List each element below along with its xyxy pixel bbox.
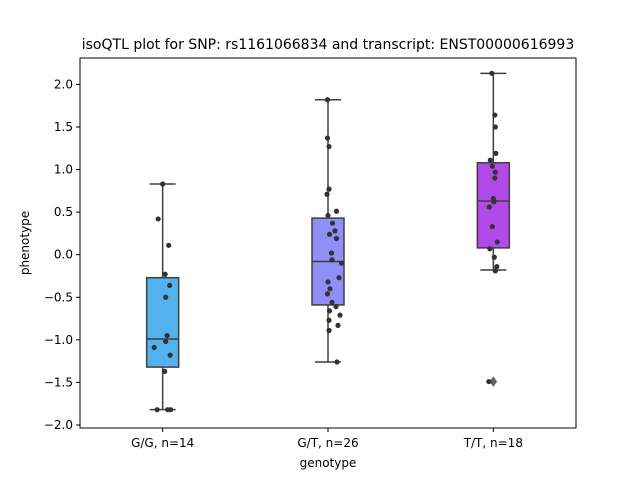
- data-point: [328, 250, 335, 256]
- data-point: [489, 224, 495, 230]
- data-point: [324, 135, 331, 141]
- data-point: [333, 304, 339, 310]
- data-point: [326, 231, 333, 237]
- data-point: [326, 327, 332, 334]
- y-tick-label: −0.5: [44, 290, 73, 304]
- data-point: [326, 317, 332, 323]
- plot-area: [145, 70, 511, 413]
- data-point: [155, 216, 161, 222]
- data-point: [329, 257, 335, 263]
- data-point: [154, 407, 160, 413]
- data-point: [335, 322, 341, 328]
- data-point: [338, 260, 345, 266]
- data-point: [494, 264, 500, 270]
- iqr-box: [476, 161, 511, 249]
- data-point: [333, 208, 340, 214]
- data-point: [487, 157, 493, 163]
- data-point: [489, 163, 495, 169]
- data-point: [491, 199, 497, 205]
- data-point: [333, 235, 340, 242]
- iqr-box: [145, 276, 180, 368]
- y-tick-label: 1.0: [54, 163, 73, 177]
- data-point: [166, 242, 172, 248]
- y-tick-label: 0.5: [54, 205, 73, 219]
- data-point: [337, 312, 343, 318]
- box-group: [476, 72, 511, 388]
- data-point: [332, 228, 338, 234]
- box-group: [145, 183, 180, 411]
- data-point: [325, 212, 331, 219]
- data-point: [324, 191, 330, 197]
- data-point: [492, 169, 498, 175]
- data-point: [494, 239, 500, 245]
- data-point: [163, 338, 169, 345]
- y-tick-label: −2.0: [44, 418, 73, 432]
- data-point: [167, 352, 173, 358]
- data-point: [326, 143, 332, 150]
- data-point: [324, 291, 331, 297]
- y-tick-label: −1.0: [44, 333, 73, 347]
- x-tick-label: G/T, n=26: [297, 436, 358, 450]
- chart-title: isoQTL plot for SNP: rs1161066834 and tr…: [82, 37, 575, 53]
- data-point: [334, 359, 340, 365]
- data-point: [327, 286, 333, 292]
- data-point: [487, 246, 493, 252]
- data-point: [167, 282, 173, 288]
- data-point: [324, 97, 331, 103]
- axes: −2.0 −1.5 −1.0 −0.5 0.0 0.5 1.0 1.5 2.0 G/G, n=14…: [44, 77, 523, 450]
- data-point: [489, 70, 495, 76]
- data-point: [164, 332, 170, 339]
- data-point: [162, 368, 168, 374]
- data-point: [160, 181, 166, 187]
- data-point: [151, 344, 157, 351]
- y-tick-label: 2.0: [54, 77, 73, 91]
- data-point: [329, 299, 335, 305]
- data-point: [492, 112, 498, 118]
- data-point: [163, 294, 169, 300]
- data-point: [486, 378, 492, 385]
- data-point: [492, 268, 498, 274]
- x-axis-label: genotype: [300, 456, 357, 470]
- data-point: [486, 204, 492, 210]
- data-point: [336, 275, 342, 281]
- x-tick-label: G/G, n=14: [131, 436, 194, 450]
- x-tick-label: T/T, n=18: [463, 436, 523, 450]
- y-tick-label: 1.5: [54, 120, 73, 134]
- data-point: [325, 279, 331, 285]
- data-point: [493, 150, 499, 156]
- data-point: [492, 124, 498, 130]
- outlier-marker: [489, 376, 498, 388]
- data-point: [492, 175, 498, 181]
- data-point: [329, 220, 336, 226]
- data-point: [162, 271, 168, 277]
- data-point: [326, 308, 333, 314]
- y-tick-label: 0.0: [54, 248, 73, 262]
- y-tick-label: −1.5: [44, 375, 73, 389]
- data-point: [326, 186, 332, 192]
- data-point: [491, 254, 497, 260]
- data-point: [168, 407, 174, 413]
- y-axis-label: phenotype: [18, 211, 32, 275]
